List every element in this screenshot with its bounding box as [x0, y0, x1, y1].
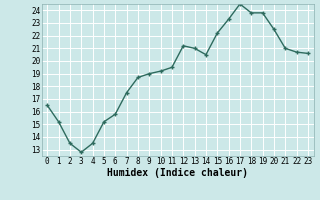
X-axis label: Humidex (Indice chaleur): Humidex (Indice chaleur) — [107, 168, 248, 178]
